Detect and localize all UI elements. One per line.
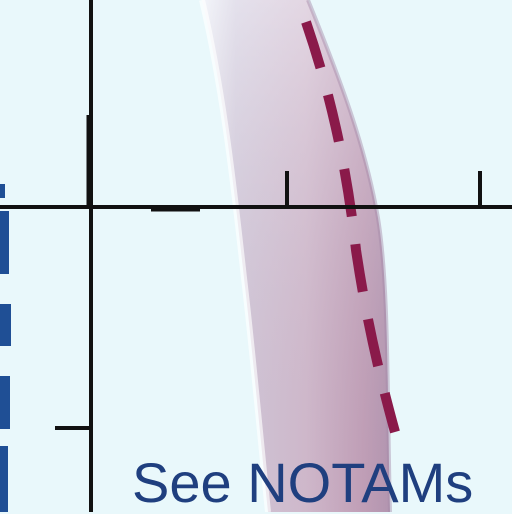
left-boundary-blue-dashed — [0, 211, 11, 512]
centerline-dashed-route — [301, 20, 400, 434]
airspace-corridor-left-edge — [199, 0, 271, 512]
airspace-corridor-shade — [202, 0, 390, 512]
notam-label: See NOTAMs — [132, 451, 474, 514]
left-boundary-blue-cap — [0, 184, 5, 198]
